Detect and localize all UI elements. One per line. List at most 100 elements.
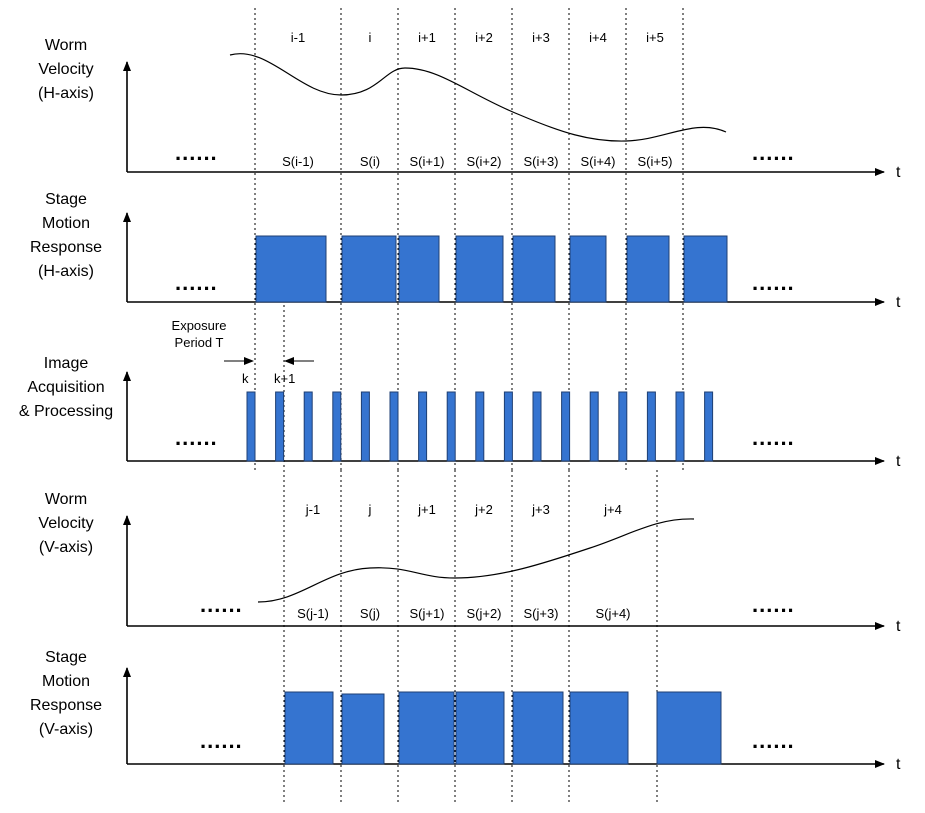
panel-label-line: Acquisition [27,379,104,396]
t-axis-label: t [896,618,901,635]
segment-label: j+3 [531,502,550,517]
stage-block [341,693,385,765]
stage-block [656,691,722,765]
segment-label: i+3 [532,30,550,45]
t-axis-label: t [896,294,901,311]
panel-worm-velocity-v: Worm Velocity (V-axis) t ...... ...... j… [38,491,901,635]
ellipsis-left: ...... [175,140,218,165]
panel-label-line: Stage [45,649,87,666]
panel-label-line: Stage [45,191,87,208]
stage-block [341,235,397,303]
segment-label: j [368,502,372,517]
panel-label-line: Velocity [38,61,93,78]
exposure-pulse [418,391,428,462]
panel-label-line: (H-axis) [38,263,94,280]
ellipsis-left: ...... [175,270,218,295]
exposure-pulse [532,391,542,462]
panel-label-line: Response [30,239,102,256]
stage-block [398,235,440,303]
panel-label-line: (V-axis) [39,721,93,738]
stage-blocks [284,691,722,765]
panel-label-line: Image [44,355,89,372]
t-axis-label: t [896,164,901,181]
ellipsis-right: ...... [752,425,795,450]
segment-label: S(i+2) [466,154,501,169]
segment-label: S(i+1) [409,154,444,169]
segment-label: j+2 [474,502,493,517]
panel-image-acquisition: Image Acquisition & Processing t ...... … [19,318,901,470]
stage-block [569,235,607,303]
segment-label: j+4 [603,502,622,517]
segment-label: i [369,30,372,45]
exposure-pulse [389,391,399,462]
t-axis-label: t [896,756,901,773]
ellipsis-right: ...... [752,270,795,295]
segment-index-labels: i-1 i i+1 i+2 i+3 i+4 i+5 [291,30,664,45]
velocity-curve [229,53,727,142]
panel-stage-response-v: Stage Motion Response (V-axis) t ...... … [30,649,901,773]
stage-block [455,691,505,765]
segment-label: i+4 [589,30,607,45]
panel-label-line: Worm [45,37,87,54]
panel-label-line: Response [30,697,102,714]
panel-stage-response-h: Stage Motion Response (H-axis) t ...... … [30,191,901,311]
panel-label-line: Worm [45,491,87,508]
panel-label-line: Motion [42,215,90,232]
segment-label: i+1 [418,30,436,45]
segment-label: S(j-1) [297,606,329,621]
segment-label: j+1 [417,502,436,517]
segment-label: S(i+4) [580,154,615,169]
ellipsis-left: ...... [200,592,243,617]
exposure-pulse [503,391,513,462]
exposure-pulse [561,391,571,462]
ellipsis-left: ...... [175,425,218,450]
segment-label: S(j+3) [523,606,558,621]
stage-blocks [255,235,728,303]
stage-block [512,235,556,303]
segment-label: S(i) [360,154,380,169]
stage-block [512,691,564,765]
segment-state-labels: S(i-1) S(i) S(i+1) S(i+2) S(i+3) S(i+4) S(i+5) [282,154,672,169]
exposure-pulse [475,391,485,462]
exposure-pulse [675,391,685,462]
frame-k1-label: k+1 [274,371,295,386]
segment-label: S(j) [360,606,380,621]
stage-block [398,691,455,765]
segment-label: S(i-1) [282,154,314,169]
stage-block [683,235,728,303]
segment-label: S(j+2) [466,606,501,621]
exposure-pulse [332,391,342,462]
exposure-label-line: Exposure [172,318,227,333]
segment-label: i-1 [291,30,305,45]
exposure-pulse [360,391,370,462]
exposure-pulse [646,391,656,462]
panel-label-line: Motion [42,673,90,690]
guide-lines [254,8,684,805]
exposure-label-line: Period T [175,335,224,350]
panel-label-line: (V-axis) [39,539,93,556]
exposure-pulses [246,391,714,462]
exposure-pulse [589,391,599,462]
exposure-pulse [446,391,456,462]
segment-label: S(j+4) [595,606,630,621]
ellipsis-right: ...... [752,592,795,617]
exposure-pulse [618,391,628,462]
panel-label-line: (H-axis) [38,85,94,102]
stage-block [455,235,504,303]
panel-label-line: Velocity [38,515,93,532]
segment-label: S(i+3) [523,154,558,169]
exposure-pulse [275,391,285,462]
segment-label: S(j+1) [409,606,444,621]
velocity-curve [257,518,695,603]
frame-k-label: k [242,371,249,386]
ellipsis-left: ...... [200,728,243,753]
stage-block [284,691,334,765]
panel-label-line: & Processing [19,403,113,420]
stage-block [569,691,629,765]
segment-label: S(i+5) [637,154,672,169]
exposure-pulse [246,391,256,462]
segment-label: j-1 [305,502,320,517]
stage-block [626,235,670,303]
segment-state-labels: S(j-1) S(j) S(j+1) S(j+2) S(j+3) S(j+4) [297,606,630,621]
